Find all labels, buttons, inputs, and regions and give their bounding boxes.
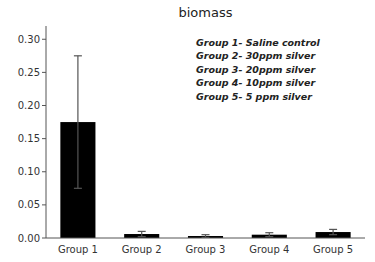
y-tick-label: 0.30 [18, 34, 40, 45]
chart-container: biomass 0.00 0.05 0.10 0.15 0.20 0.25 0.30 Group… [0, 0, 375, 262]
error-cap [265, 236, 273, 237]
y-axis-line [46, 26, 47, 238]
y-tick-label: 0.20 [18, 100, 40, 111]
error-cap [74, 55, 82, 56]
error-stem [77, 56, 78, 189]
error-bar [74, 56, 82, 189]
y-tick-label: 0.15 [18, 133, 40, 144]
y-tick [42, 105, 46, 106]
error-bar [202, 235, 210, 238]
error-bar [265, 233, 273, 237]
y-tick-label: 0.05 [18, 199, 40, 210]
chart-svg: biomass 0.00 0.05 0.10 0.15 0.20 0.25 0.30 Group… [0, 0, 375, 262]
x-axis-line [46, 238, 365, 239]
error-stem [333, 229, 334, 234]
error-bar [138, 231, 146, 236]
y-tick [42, 138, 46, 139]
bars [60, 56, 350, 238]
error-bar [329, 229, 337, 234]
annotation: Group 3- 20ppm silver [196, 64, 317, 75]
x-tick-label: Group 2 [122, 244, 162, 255]
y-tick [42, 39, 46, 40]
annotation: Group 1- Saline control [196, 37, 321, 48]
y-tick-label: 0.00 [18, 233, 40, 244]
y-tick [42, 238, 46, 239]
y-tick [42, 204, 46, 205]
y-tick-label: 0.25 [18, 67, 40, 78]
x-tick-label: Group 5 [313, 244, 353, 255]
y-axis: 0.00 0.05 0.10 0.15 0.20 0.25 0.30 [18, 34, 46, 244]
error-cap [329, 234, 337, 235]
x-axis: Group 1 Group 2 Group 3 Group 4 Group 5 [58, 244, 353, 255]
error-cap [138, 231, 146, 232]
x-tick-label: Group 1 [58, 244, 98, 255]
y-tick [42, 171, 46, 172]
error-cap [202, 234, 210, 235]
y-tick-label: 0.10 [18, 166, 40, 177]
x-tick-label: Group 4 [249, 244, 289, 255]
annotations: Group 1- Saline control Group 2- 30ppm si… [196, 37, 321, 102]
x-tick-label: Group 3 [186, 244, 226, 255]
error-cap [138, 236, 146, 237]
annotation: Group 4- 10ppm silver [196, 77, 317, 88]
annotation: Group 2- 30ppm silver [196, 50, 317, 61]
chart-title: biomass [179, 5, 233, 20]
annotation: Group 5- 5 ppm silver [196, 91, 313, 102]
error-cap [329, 229, 337, 230]
y-tick [42, 72, 46, 73]
error-stem [141, 231, 142, 236]
error-cap [74, 188, 82, 189]
error-cap [265, 232, 273, 233]
